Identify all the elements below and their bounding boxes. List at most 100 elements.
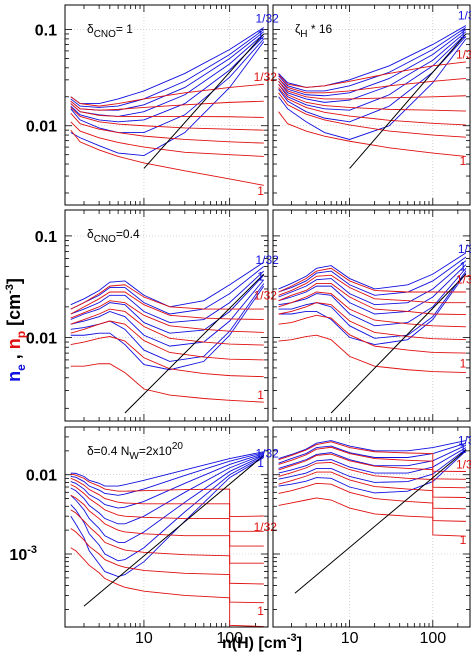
proton-line [70, 494, 264, 564]
proton-line [278, 267, 466, 293]
proton-line [278, 441, 466, 472]
x-tick-label: 10 [135, 630, 153, 647]
x-axis-label: n(H) [cm-3] [222, 632, 302, 652]
electron-line [278, 447, 467, 474]
electron-line [70, 279, 265, 347]
proton-line [70, 83, 264, 107]
panel-annotation: δCNO= 1 [87, 22, 133, 40]
panel-frame [272, 4, 471, 206]
panel-annotation: δCNO=0.4 [87, 227, 140, 245]
electron-line [278, 260, 467, 306]
curve-label: 1 [460, 357, 467, 371]
y-tick-label: 0.01 [26, 119, 57, 136]
electron-line [278, 29, 467, 97]
panel-annotation: ζH * 16 [295, 22, 333, 40]
electron-line [278, 25, 467, 88]
curve-label: 1/32 [456, 457, 471, 471]
electron-line [70, 261, 265, 308]
electron-line [70, 456, 264, 562]
y-tick-label: 0.1 [35, 23, 57, 40]
proton-line [278, 461, 466, 498]
series-group [70, 261, 265, 414]
electron-line [278, 264, 467, 315]
proton-line [70, 107, 264, 131]
electron-line [70, 451, 264, 487]
panel-annotation: δ=0.4 NW=2x1020 [87, 441, 183, 462]
electron-line [278, 256, 467, 296]
proton-line [70, 484, 264, 547]
series-group [278, 25, 467, 169]
slope-line [83, 455, 265, 607]
curve-label: 1 [257, 269, 264, 283]
proton-line [70, 129, 264, 186]
electron-line [278, 33, 467, 111]
electron-line [70, 283, 265, 362]
proton-line [278, 302, 466, 341]
proton-line [70, 121, 264, 157]
curve-label: 1/32 [255, 12, 279, 26]
proton-line [70, 308, 264, 346]
curve-label: 1/32 [255, 253, 279, 267]
proton-line [278, 92, 466, 138]
y-tick-label: 0.01 [26, 330, 57, 347]
panel-frame [272, 426, 471, 628]
proton-line [70, 284, 264, 310]
panel-frame [64, 426, 269, 628]
proton-line [70, 112, 264, 144]
curve-label: 1 [460, 259, 467, 273]
slope-line [330, 273, 467, 414]
electron-line [278, 270, 467, 339]
proton-line [70, 528, 264, 604]
curve-label: 1 [460, 154, 467, 168]
electron-line [70, 38, 265, 133]
electron-line [70, 41, 265, 157]
electron-line [278, 272, 467, 346]
curve-label: 1/32 [254, 70, 278, 84]
proton-line [70, 336, 264, 378]
curve-label: 1 [257, 604, 264, 618]
electron-line [70, 266, 265, 315]
proton-line [70, 509, 264, 585]
curve-label: 1 [257, 184, 264, 198]
curve-label: 1/32 [456, 48, 471, 62]
panel-middle-left: 1/32 1 1/32 1 0.01 0.1 δCNO=0.4 [26, 209, 279, 422]
y-tick-label: 0.01 [26, 468, 57, 485]
electron-line [278, 27, 467, 92]
proton-line [278, 111, 466, 157]
panel-top-right: 1/32 1 1/32 1 ζH * 16 [272, 4, 471, 206]
y-tick-label: 10-3 [9, 544, 37, 564]
electron-line [278, 444, 467, 469]
proton-line [70, 363, 264, 403]
electron-line [70, 457, 265, 577]
proton-line [278, 482, 466, 522]
proton-line [70, 300, 264, 333]
x-tick-label: 10 [341, 630, 359, 647]
proton-line [278, 453, 466, 489]
electron-line [278, 450, 467, 494]
electron-line [70, 36, 265, 123]
proton-line [70, 477, 264, 532]
electron-line [70, 455, 264, 543]
proton-line [278, 78, 466, 94]
electron-line [70, 454, 264, 525]
proton-line [70, 103, 264, 118]
proton-line [70, 320, 264, 361]
proton-line [278, 471, 466, 510]
series-group [278, 440, 467, 594]
series-group [278, 252, 467, 414]
proton-line [278, 497, 466, 537]
curve-label: 1 [257, 388, 264, 402]
proton-line [70, 100, 264, 111]
proton-line [278, 446, 466, 480]
y-tick-label: 0.1 [35, 229, 57, 246]
electron-line [70, 452, 264, 496]
electron-line [278, 31, 467, 103]
slope-line [143, 33, 265, 169]
electron-line [278, 448, 467, 483]
series-group [70, 451, 265, 627]
electron-line [278, 440, 467, 459]
